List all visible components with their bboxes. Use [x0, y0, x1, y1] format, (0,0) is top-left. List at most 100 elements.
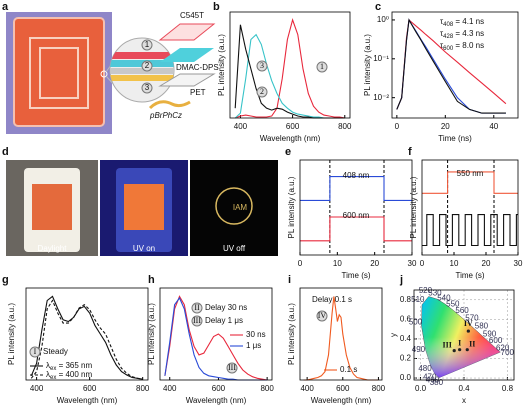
- x-tick-label: 600: [212, 384, 226, 393]
- x-tick-label: 800: [260, 384, 274, 393]
- annotation: Delay 0.1 s: [312, 295, 352, 304]
- x-tick-label: 400: [30, 384, 44, 393]
- x-axis-label: x: [462, 396, 466, 405]
- series-line: [396, 18, 506, 114]
- y-axis-label: PL intensity (a.u.): [287, 176, 296, 238]
- x-tick-label: 40: [489, 122, 498, 131]
- point: [458, 348, 462, 352]
- panel-label: g: [2, 274, 9, 286]
- x-tick-label: 0: [420, 259, 425, 268]
- y-axis-label: PL intensity (a.u.): [409, 176, 418, 238]
- y-tick-label: 0.6: [400, 314, 412, 323]
- panel-label: c: [375, 1, 381, 13]
- x-tick-label: 30: [408, 259, 417, 268]
- y-axis-label: PL intensity (a.u.): [217, 34, 226, 96]
- layer-name: PET: [190, 88, 206, 97]
- locus-label: 520: [419, 286, 433, 295]
- x-tick-label: 400: [234, 122, 248, 131]
- legend-label: λex = 400 nm: [46, 370, 92, 380]
- number-badge: [141, 60, 153, 72]
- x-tick-label: 0: [395, 122, 400, 131]
- y-tick-label: 10⁻²: [373, 93, 389, 102]
- locus-label: 500: [409, 317, 423, 326]
- annotation: τ600 = 8.0 ns: [440, 41, 484, 51]
- annotation-badge: [316, 61, 328, 73]
- panel: h 400 600 800 Wavelength (nm) PL intensity (a…: [147, 274, 274, 405]
- y-tick-label: 0.0: [400, 373, 412, 382]
- panel: e 0 10 20 30 Time (s) PL intensity (a.u.) 408 n…: [285, 146, 417, 280]
- locus-label: 530: [428, 289, 442, 298]
- annotation: Steady: [43, 347, 68, 356]
- x-tick-label: 800: [372, 384, 386, 393]
- y-axis-label: PL intensity (a.u.): [7, 303, 16, 365]
- panel: b 400 600 800 Wavelength (nm) PL intensity (a…: [213, 1, 352, 143]
- annotation: III: [193, 316, 201, 325]
- series-line: [422, 171, 518, 194]
- plot-frame: [391, 11, 519, 119]
- panel: g 400 600 800 Wavelength (nm) PL intensity (a…: [2, 274, 150, 405]
- point: [466, 329, 470, 333]
- x-tick-label: 0.8: [502, 384, 514, 393]
- x-axis-label: Time (s): [341, 271, 370, 280]
- y-axis-label: PL intensity (a.u.): [363, 34, 372, 96]
- point-label: II: [469, 340, 475, 349]
- panel-label: f: [408, 146, 412, 158]
- plot-frame: [159, 287, 273, 381]
- y-tick-label: 0.8: [400, 295, 412, 304]
- panel-label: i: [288, 274, 291, 286]
- locus-label: 600: [489, 336, 503, 345]
- series-line: [303, 296, 379, 381]
- x-axis-label: Wavelength (nm): [57, 396, 118, 405]
- annotation: 3: [260, 61, 264, 70]
- caption: Daylight: [38, 244, 68, 253]
- point-label: IV: [464, 319, 473, 328]
- y-axis-label: y: [389, 333, 398, 337]
- annotation: 2: [260, 87, 264, 96]
- locus-label: 580: [475, 322, 489, 331]
- series-line: [30, 295, 143, 380]
- panel-label: h: [148, 274, 155, 286]
- plot-frame: [299, 159, 413, 256]
- legend-label: λex = 365 nm: [46, 361, 92, 371]
- x-tick-label: 10: [333, 259, 342, 268]
- point: [452, 349, 456, 353]
- x-tick-label: 400: [300, 384, 314, 393]
- annotation-badge: [256, 86, 268, 98]
- x-tick-label: 0: [298, 259, 303, 268]
- locus-label: 480: [418, 364, 432, 373]
- point: [465, 348, 469, 352]
- locus-label: 700: [501, 348, 515, 357]
- x-tick-label: 600: [83, 384, 97, 393]
- locus-label: 570: [465, 314, 479, 323]
- plot-frame: [299, 287, 383, 381]
- x-axis-label: Wavelength (nm): [186, 396, 247, 405]
- series-label: 550 nm: [457, 169, 484, 178]
- legend-label: 0.1 s: [340, 365, 357, 374]
- x-axis-label: Wavelength (nm): [311, 396, 372, 405]
- y-tick-label: 0.2: [400, 354, 412, 363]
- y-tick-label: 10⁰: [377, 15, 389, 24]
- annotation: Delay 1 μs: [205, 316, 243, 325]
- number-badge: [141, 82, 153, 94]
- annotation-badge: [191, 315, 203, 327]
- annotation: τ408 = 4.1 ns: [440, 17, 484, 27]
- locus-label: 550: [446, 299, 460, 308]
- x-axis-label: Time (s): [455, 271, 484, 280]
- legend-label: 1 μs: [246, 341, 261, 350]
- x-tick-label: 400: [163, 384, 177, 393]
- layer-number: 2: [145, 61, 150, 70]
- layer-name: C545T: [180, 11, 204, 20]
- point-label: III: [443, 340, 452, 349]
- legend-label: 30 ns: [246, 330, 266, 339]
- locus-label: 510: [411, 295, 425, 304]
- locus-label: 620: [496, 343, 510, 352]
- caption: UV off: [223, 244, 246, 253]
- x-axis-label: Time (ns): [438, 134, 472, 143]
- annotation-badge: [256, 60, 268, 72]
- locus-label: 560: [455, 306, 469, 315]
- photo-d: [6, 160, 278, 256]
- annotation-badge: [191, 302, 203, 314]
- plot-frame: [229, 11, 351, 119]
- locus-label: 590: [483, 330, 497, 339]
